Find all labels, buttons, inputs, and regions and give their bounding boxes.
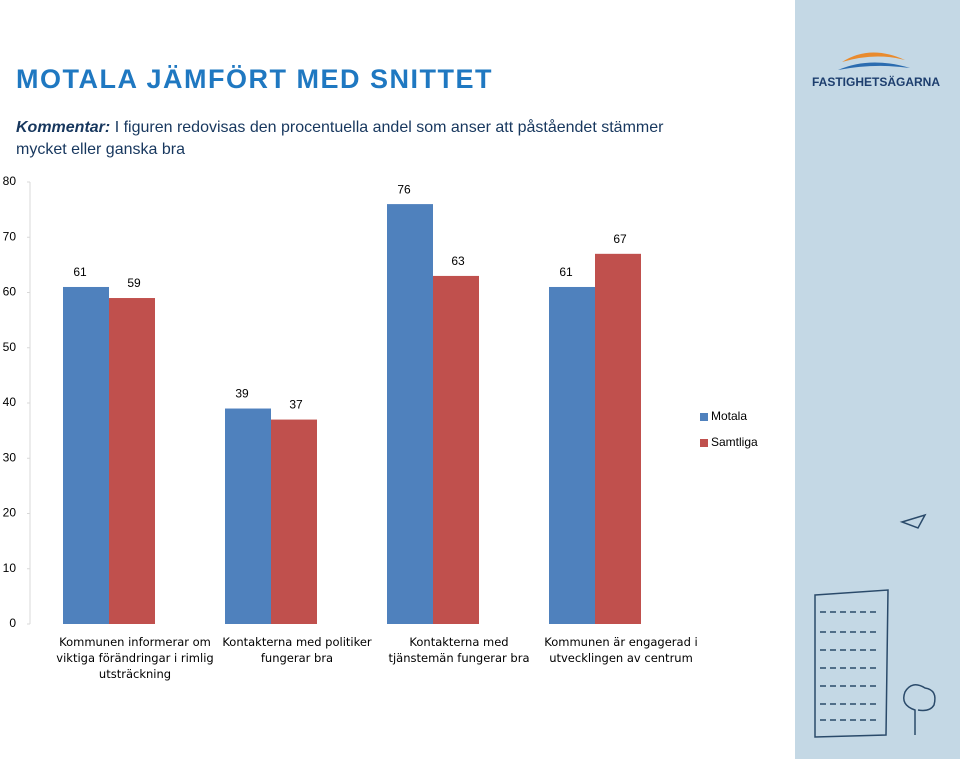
y-tick-label: 30 bbox=[3, 450, 17, 464]
y-tick-label: 10 bbox=[3, 561, 17, 575]
legend-swatch bbox=[700, 413, 708, 421]
bar bbox=[595, 253, 641, 624]
y-tick-label: 60 bbox=[3, 285, 17, 299]
y-tick-label: 70 bbox=[3, 229, 17, 243]
x-tick-label: Kontakterna med tjänstemän fungerar bra bbox=[388, 635, 530, 665]
value-label: 39 bbox=[235, 387, 249, 401]
comment-label: Kommentar: bbox=[16, 119, 111, 136]
legend-label: Motala bbox=[711, 409, 747, 423]
bar bbox=[271, 419, 317, 624]
comment-text: I figuren redovisas den procentuella and… bbox=[16, 119, 664, 158]
value-label: 63 bbox=[451, 254, 465, 268]
value-label: 67 bbox=[613, 232, 627, 246]
value-label: 76 bbox=[397, 182, 411, 196]
y-tick-label: 40 bbox=[3, 395, 17, 409]
title: MOTALA JÄMFÖRT MED SNITTET bbox=[16, 64, 493, 94]
building-icon bbox=[814, 513, 936, 738]
bar bbox=[225, 408, 271, 624]
value-label: 61 bbox=[559, 265, 573, 279]
bar bbox=[63, 286, 109, 624]
sidebar bbox=[795, 0, 960, 759]
bar bbox=[109, 298, 155, 624]
y-tick-label: 80 bbox=[3, 174, 17, 188]
logo-text: FASTIGHETSÄGARNA bbox=[812, 74, 940, 89]
value-label: 61 bbox=[73, 265, 87, 279]
bar bbox=[387, 204, 433, 624]
y-tick-label: 20 bbox=[3, 506, 17, 520]
x-tick-label: Kommunen är engagerad i utvecklingen av … bbox=[544, 635, 698, 665]
legend-swatch bbox=[700, 439, 708, 447]
value-label: 37 bbox=[289, 398, 303, 412]
value-label: 59 bbox=[127, 276, 141, 290]
y-tick-label: 50 bbox=[3, 340, 17, 354]
logo-wave bbox=[842, 52, 905, 62]
bar bbox=[549, 286, 595, 624]
y-tick-label: 0 bbox=[9, 616, 16, 630]
bar bbox=[433, 275, 479, 624]
x-tick-label: Kontakterna med politiker fungerar bra bbox=[222, 635, 372, 665]
logo-wave bbox=[838, 62, 910, 70]
comment: Kommentar: I figuren redovisas den proce… bbox=[16, 117, 716, 161]
x-tick-label: Kommunen informerar om viktiga förändrin… bbox=[56, 635, 214, 681]
legend-label: Samtliga bbox=[711, 435, 758, 449]
